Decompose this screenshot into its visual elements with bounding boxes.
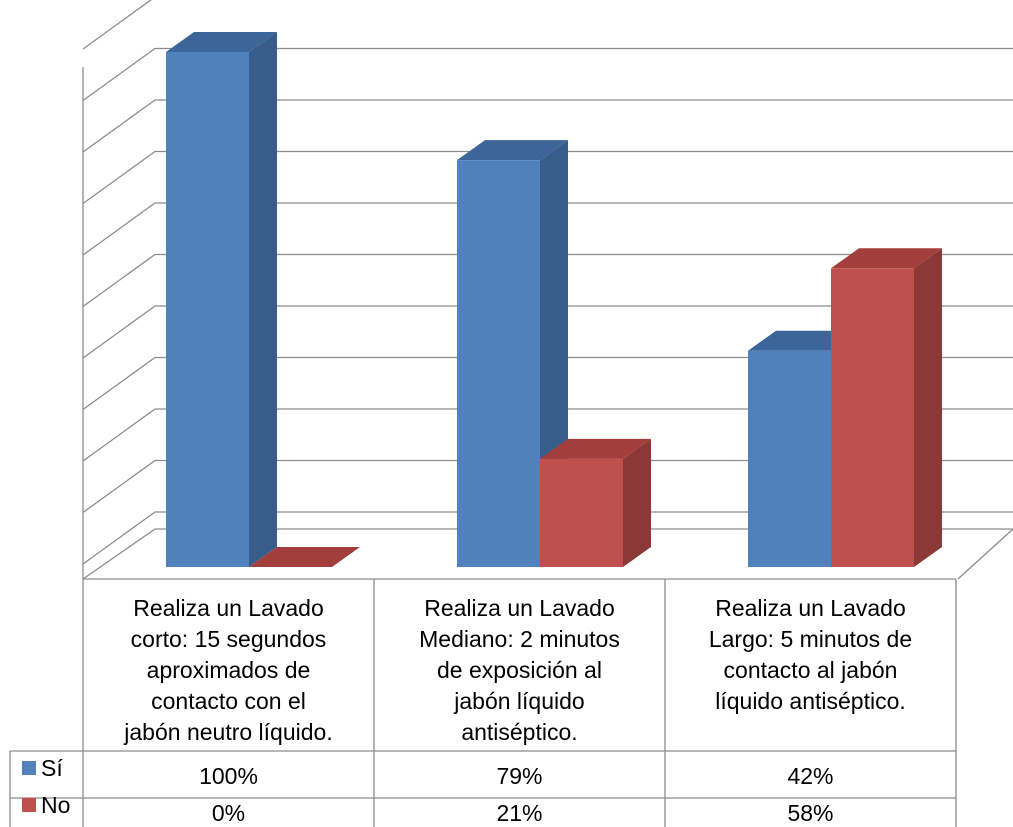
category-label: jabón neutro líquido.	[123, 719, 332, 745]
category-label: contacto con el	[151, 688, 306, 714]
bar-front	[457, 160, 540, 567]
gridline	[82, 305, 1013, 359]
category-label: de exposición al	[437, 657, 602, 683]
bars	[166, 32, 942, 568]
data-table: Realiza un Lavado corto: 15 segundos aprox…	[9, 578, 957, 827]
value-label: 79%	[496, 763, 542, 789]
bar-Sí-0	[166, 32, 277, 567]
gridline	[82, 408, 1013, 462]
bar-top	[457, 140, 568, 161]
category-label: Realiza un Lavado	[424, 595, 615, 621]
gridline	[82, 99, 1013, 153]
bar-front	[166, 52, 249, 567]
chart-walls	[82, 0, 1013, 580]
bar-top	[831, 248, 942, 269]
value-label: 100%	[199, 763, 258, 789]
value-label: 42%	[787, 763, 833, 789]
bar-side	[249, 32, 277, 567]
gridline	[82, 202, 1013, 256]
bar-front	[748, 350, 831, 567]
category-label: aproximados de	[147, 657, 311, 683]
bar-top	[249, 547, 360, 567]
value-label: 58%	[787, 800, 833, 826]
category-label: líquido antiséptico.	[715, 688, 906, 714]
legend-key-Sí	[22, 761, 36, 775]
gridline	[82, 356, 1013, 411]
bar-top	[540, 438, 651, 459]
value-label: 0%	[212, 800, 245, 826]
gridline	[82, 459, 1013, 514]
gridline	[82, 253, 1013, 308]
category-label: contacto al jabón	[724, 657, 898, 683]
category-label: jabón líquido	[453, 688, 584, 714]
value-label: 21%	[496, 800, 542, 826]
legend-key-No	[22, 798, 36, 812]
bar-No-0	[249, 547, 360, 567]
bar-front	[831, 268, 914, 567]
category-label: Realiza un Lavado	[133, 595, 324, 621]
series-name: Sí	[41, 755, 63, 781]
floor-edge	[82, 528, 1013, 580]
category-label: Mediano: 2 minutos	[419, 626, 620, 652]
series-name: No	[41, 792, 70, 818]
bar-No-2	[831, 248, 942, 568]
bar-side	[623, 438, 651, 567]
gridline	[82, 511, 1013, 565]
gridline	[82, 47, 1013, 102]
category-label: antiséptico.	[461, 719, 577, 745]
category-label: corto: 15 segundos	[131, 626, 327, 652]
bar-side	[914, 248, 942, 568]
bar-No-1	[540, 438, 651, 567]
gridline	[82, 150, 1013, 205]
gridline	[82, 0, 152, 50]
bar-top	[166, 32, 277, 52]
category-label: Realiza un Lavado	[715, 595, 906, 621]
bar-front	[540, 458, 623, 567]
category-label: Largo: 5 minutos de	[709, 626, 912, 652]
